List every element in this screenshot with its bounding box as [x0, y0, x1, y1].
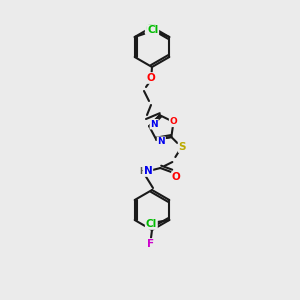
Text: N: N: [158, 137, 165, 146]
Text: N: N: [144, 166, 152, 176]
Text: Cl: Cl: [146, 219, 157, 229]
Text: H: H: [140, 167, 146, 176]
Text: N: N: [150, 120, 158, 129]
Text: Cl: Cl: [147, 25, 158, 35]
Text: O: O: [147, 73, 155, 83]
Text: Cl: Cl: [146, 24, 157, 34]
Text: F: F: [147, 239, 155, 249]
Text: O: O: [169, 117, 177, 126]
Text: O: O: [172, 172, 181, 182]
Text: S: S: [178, 142, 186, 152]
